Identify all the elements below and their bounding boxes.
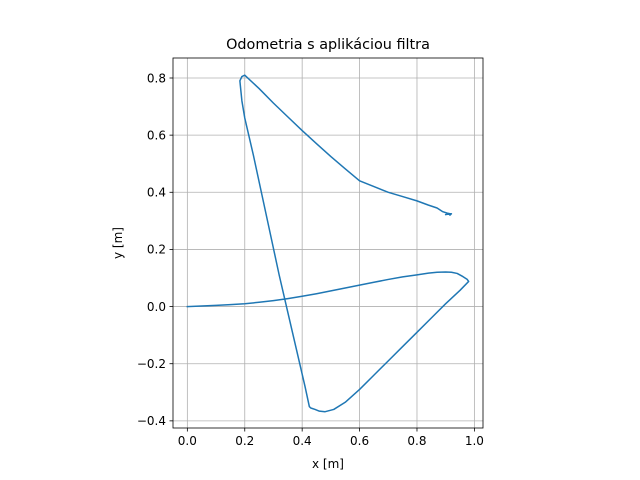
y-tick-label: −0.2	[137, 357, 166, 371]
y-axis-label: y [m]	[111, 227, 125, 259]
x-tick-label: 0.8	[407, 434, 426, 448]
x-tick-label: 0.6	[350, 434, 369, 448]
y-tick-label: 0.6	[147, 128, 166, 142]
y-tick-label: −0.4	[137, 414, 166, 428]
x-tick-label: 0.0	[178, 434, 197, 448]
axes-background	[173, 58, 483, 428]
y-tick-label: 0.8	[147, 71, 166, 85]
x-tick-label: 0.4	[293, 434, 312, 448]
x-tick-label: 0.2	[235, 434, 254, 448]
y-tick-label: 0.2	[147, 243, 166, 257]
y-tick-label: 0.4	[147, 186, 166, 200]
y-tick-label: 0.0	[147, 300, 166, 314]
plot-area: 0.0 0.2 0.4 0.6 0.8 1.0 −0.4 −0.2 0.0 0.2 0.4 0.6 0.…	[137, 58, 484, 448]
x-axis-label: x [m]	[312, 457, 344, 471]
x-tick-label: 1.0	[465, 434, 484, 448]
chart-title: Odometria s aplikáciou filtra	[226, 37, 430, 53]
